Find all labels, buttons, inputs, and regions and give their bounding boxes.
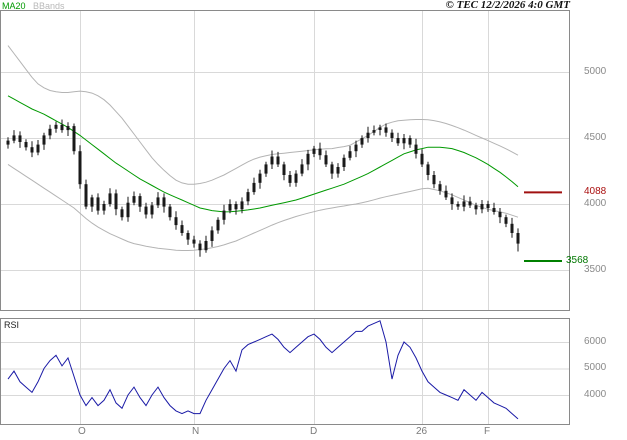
price-tick-4000: 4000 (584, 198, 607, 209)
x-axis-label-december: D (310, 426, 318, 437)
price-tick-4500: 4500 (584, 132, 607, 143)
rsi-panel-label: RSI (4, 320, 20, 330)
candles (6, 119, 520, 257)
price-panel-border (0, 10, 570, 311)
x-axis-label-2026: 26 (416, 426, 428, 437)
rsi-panel-border (0, 318, 570, 425)
resistance-level-label: 4088 (584, 186, 607, 197)
rsi-tick-5000: 5000 (584, 362, 607, 373)
legend-ma20-label: MA20 (2, 1, 26, 11)
bollinger-upper-line (7, 45, 519, 185)
rsi-tick-4000: 4000 (584, 389, 607, 400)
price-tick-3500: 3500 (584, 264, 607, 275)
x-axis-label-february: F (484, 426, 491, 437)
bollinger-lower-line (7, 163, 519, 251)
support-level-label: 3568 (566, 255, 589, 266)
legend-bbands-label: BBands (33, 1, 65, 11)
rsi-tick-6000: 6000 (584, 336, 607, 347)
rsi-line (7, 320, 519, 420)
ma20-line (7, 95, 519, 213)
copyright-text: © TEC 12/2/2026 4:0 GMT (445, 0, 570, 11)
x-axis-label-november: N (192, 426, 200, 437)
x-axis-label-october: O (78, 426, 86, 437)
price-tick-5000: 5000 (584, 66, 607, 77)
